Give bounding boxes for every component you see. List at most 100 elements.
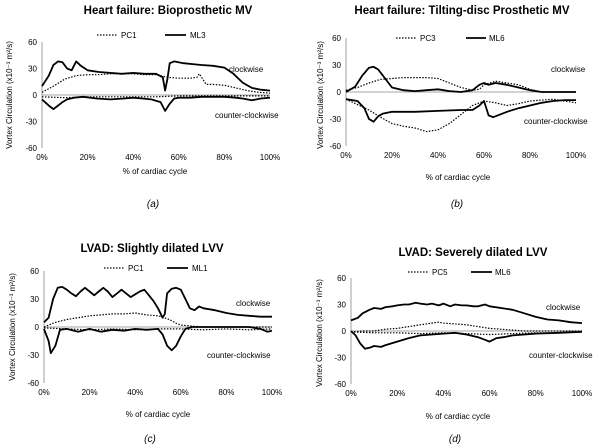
- x-tick-label: 80%: [216, 153, 232, 162]
- x-tick-label: 20%: [82, 388, 98, 397]
- legend-label: ML6: [495, 268, 511, 277]
- series-line-ml6: [350, 330, 583, 350]
- chart-title: Heart failure: Bioprosthetic MV: [84, 5, 253, 17]
- y-tick-label: 30: [28, 65, 37, 74]
- series-line-pc3: [345, 98, 577, 133]
- x-tick-label: 0%: [340, 151, 352, 160]
- series-line-pc1: [43, 312, 272, 328]
- annotation-counter-clockwise: counter-clockwise: [207, 351, 271, 360]
- x-tick-label: 80%: [528, 389, 544, 398]
- series-line-pc1: [43, 327, 273, 331]
- series-line-pc1: [41, 95, 270, 99]
- y-tick-label: 60: [28, 38, 37, 47]
- x-tick-label: 0%: [38, 388, 50, 397]
- legend-label: PC5: [432, 268, 448, 277]
- series-line-pc3: [345, 76, 576, 93]
- x-tick-label: 20%: [384, 151, 400, 160]
- y-tick-label: -30: [27, 351, 39, 360]
- x-tick-label: 80%: [218, 388, 234, 397]
- y-tick-label: 30: [332, 61, 341, 70]
- x-tick-label: 100%: [572, 389, 592, 398]
- x-tick-label: 100%: [262, 388, 282, 397]
- series-line-ml6: [345, 98, 576, 123]
- y-axis-label: Vortex Circulation (x10⁻³ m²/s): [8, 273, 17, 381]
- panel-caption: (c): [144, 434, 156, 445]
- panel-caption: (b): [451, 199, 463, 210]
- x-tick-label: 40%: [127, 388, 143, 397]
- y-tick-label: -60: [334, 380, 346, 389]
- y-axis-label: Vortex Circulation (x10⁻³ m²/s): [315, 279, 324, 387]
- annotation-clockwise: clockwise: [546, 303, 581, 312]
- legend-label: ML1: [192, 264, 208, 273]
- legend-label: ML6: [489, 34, 505, 43]
- legend: PC5 ML6: [408, 268, 511, 277]
- x-tick-label: 60%: [476, 151, 492, 160]
- x-tick-label: 100%: [260, 153, 280, 162]
- y-tick-label: 0: [342, 327, 347, 336]
- y-axis-label: Vortex Circulation (x10⁻³ m²/s): [316, 41, 325, 149]
- x-tick-label: 40%: [430, 151, 446, 160]
- annotation-counter-clockwise: counter-clockwise: [524, 117, 588, 126]
- annotation-counter-clockwise: counter-clockwise: [215, 111, 279, 120]
- x-axis-label: % of cardiac cycle: [123, 167, 188, 176]
- legend-label: PC1: [128, 264, 144, 273]
- series-line-pc1: [41, 73, 271, 94]
- annotation-clockwise: clockwise: [236, 299, 271, 308]
- chart-title: LVAD: Slightly dilated LVV: [80, 243, 223, 255]
- y-axis-label: Vortex Circulation (x10⁻³ m²/s): [5, 41, 14, 149]
- legend: PC1 ML3: [97, 31, 206, 40]
- series-line-ml1: [43, 285, 272, 323]
- x-axis-label: % of cardiac cycle: [426, 173, 491, 182]
- chart-title: Heart failure: Tilting-disc Prosthetic M…: [354, 5, 569, 17]
- series-line-ml6: [345, 65, 576, 93]
- panel-caption: (a): [147, 199, 159, 210]
- annotation-counter-clockwise: counter-clockwise: [529, 351, 593, 360]
- panel-b: Heart failure: Tilting-disc Prosthetic M…: [316, 5, 588, 210]
- y-tick-label: 0: [33, 91, 38, 100]
- series-line-ml3: [41, 95, 271, 112]
- y-tick-label: 60: [337, 274, 346, 283]
- x-tick-label: 60%: [171, 153, 187, 162]
- y-tick-label: -60: [329, 142, 341, 151]
- legend-label: PC1: [121, 31, 137, 40]
- x-tick-label: 60%: [173, 388, 189, 397]
- x-tick-label: 80%: [522, 151, 538, 160]
- y-tick-label: -60: [27, 379, 39, 388]
- annotation-clockwise: clockwise: [551, 65, 586, 74]
- y-tick-label: -30: [329, 115, 341, 124]
- y-tick-label: 60: [332, 34, 341, 43]
- y-tick-label: -60: [25, 144, 37, 153]
- series-line-ml3: [41, 60, 271, 92]
- x-tick-label: 0%: [36, 153, 48, 162]
- x-tick-label: 40%: [125, 153, 141, 162]
- series-line-pc5: [350, 321, 582, 333]
- panel-caption: (d): [449, 434, 461, 445]
- x-axis-label: % of cardiac cycle: [126, 410, 191, 419]
- legend-label: PC3: [420, 34, 436, 43]
- y-tick-label: -30: [334, 354, 346, 363]
- y-tick-label: 30: [30, 295, 39, 304]
- series-line-pc5: [350, 331, 583, 336]
- legend: PC1 ML1: [104, 264, 208, 273]
- x-tick-label: 100%: [566, 151, 586, 160]
- panel-a: Heart failure: Bioprosthetic MV Vortex C…: [5, 5, 280, 210]
- x-tick-label: 60%: [482, 389, 498, 398]
- series-line-ml6: [350, 301, 583, 324]
- x-tick-label: 20%: [80, 153, 96, 162]
- legend: PC3 ML6: [396, 34, 505, 43]
- chart-title: LVAD: Severely dilated LVV: [399, 247, 548, 259]
- x-axis-label: % of cardiac cycle: [426, 412, 491, 421]
- y-tick-label: 60: [30, 267, 39, 276]
- series-line-ml1: [43, 326, 273, 355]
- x-tick-label: 20%: [389, 389, 405, 398]
- x-tick-label: 40%: [435, 389, 451, 398]
- y-tick-label: 0: [337, 88, 342, 97]
- y-tick-label: 30: [337, 301, 346, 310]
- y-tick-label: -30: [25, 118, 37, 127]
- panel-d: LVAD: Severely dilated LVV Vortex Circul…: [315, 247, 593, 445]
- y-tick-label: 0: [35, 323, 40, 332]
- annotation-clockwise: clockwise: [229, 65, 264, 74]
- panel-c: LVAD: Slightly dilated LVV Vortex Circul…: [8, 243, 282, 445]
- legend-label: ML3: [190, 31, 206, 40]
